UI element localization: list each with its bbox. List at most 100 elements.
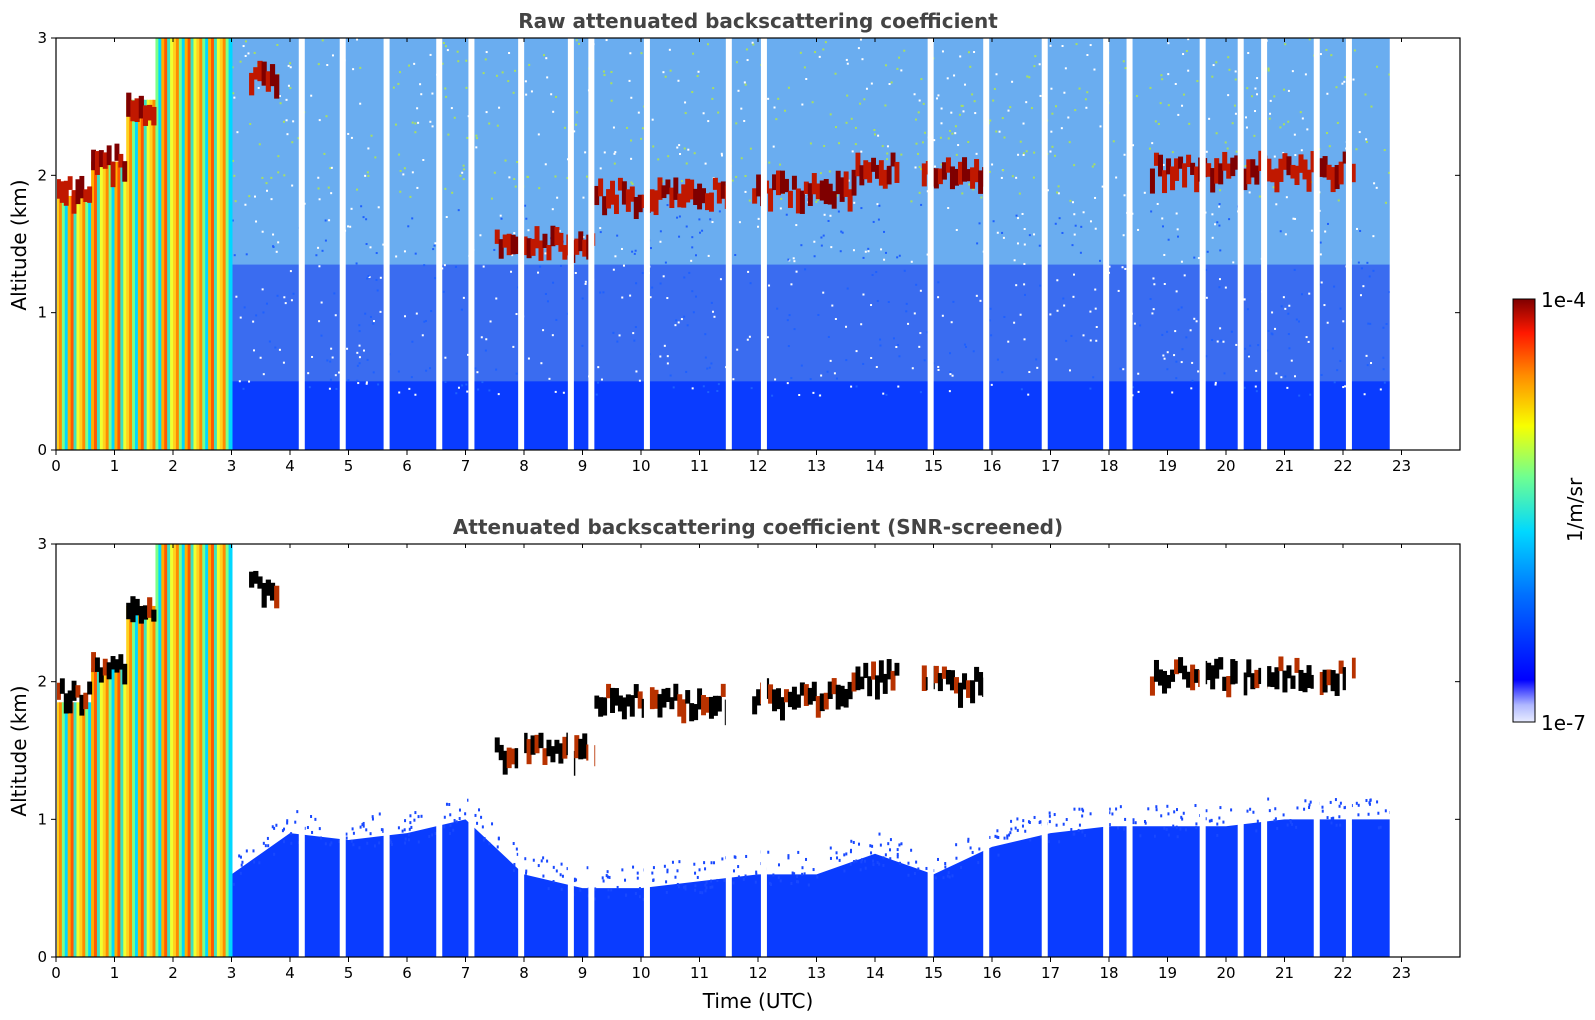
aerosol-speckle [710, 886, 712, 889]
noise-speckle [1182, 53, 1184, 55]
x-tick-label: 23 [1392, 964, 1411, 982]
noise-speckle [915, 143, 917, 145]
noise-speckle [1329, 145, 1331, 147]
noise-speckle [1003, 237, 1005, 239]
aerosol-speckle [607, 870, 609, 873]
noise-speckle [900, 154, 902, 156]
noise-speckle [1386, 323, 1388, 325]
noise-speckle [1031, 107, 1033, 109]
noise-speckle [920, 290, 922, 292]
aerosol-speckle [449, 813, 451, 816]
noise-speckle [393, 87, 395, 89]
noise-speckle [662, 71, 664, 73]
noise-speckle [794, 328, 796, 330]
noise-speckle [823, 235, 825, 237]
cloud-layer-cell [151, 610, 156, 622]
noise-speckle [719, 210, 721, 212]
noise-speckle [836, 378, 838, 380]
aerosol-speckle [1335, 798, 1337, 801]
noise-speckle [876, 203, 878, 205]
noise-speckle [879, 345, 881, 347]
noise-speckle [798, 394, 800, 396]
noise-speckle [328, 187, 330, 189]
noise-speckle [835, 73, 837, 75]
noise-speckle [332, 356, 334, 358]
noise-upper [232, 38, 1390, 265]
noise-speckle [321, 302, 323, 304]
noise-speckle [1149, 87, 1151, 89]
noise-speckle [1354, 49, 1356, 51]
y-tick-label: 2 [37, 673, 47, 691]
noise-speckle [332, 54, 334, 56]
aerosol-speckle [1010, 820, 1012, 823]
noise-speckle [1177, 236, 1179, 238]
noise-speckle [240, 317, 242, 319]
noise-speckle [950, 112, 952, 114]
aerosol-speckle [1330, 801, 1332, 804]
cloud-layer-cell [60, 678, 65, 693]
noise-speckle [1162, 354, 1164, 356]
noise-speckle [416, 187, 418, 189]
aerosol-speckle [813, 868, 815, 871]
noise-speckle [1024, 294, 1026, 296]
noise-speckle [1164, 358, 1166, 360]
noise-speckle [750, 282, 752, 284]
noise-speckle [481, 336, 483, 338]
aerosol-speckle [951, 874, 953, 877]
noise-speckle [1380, 388, 1382, 390]
aerosol-speckle [1296, 806, 1298, 809]
noise-speckle [398, 154, 400, 156]
noise-speckle [601, 379, 603, 381]
noise-speckle [496, 75, 498, 77]
aerosol-speckle [665, 880, 667, 883]
panel-screened-heatmap [56, 544, 1465, 957]
noise-speckle [914, 93, 916, 95]
aerosol-speckle [898, 843, 900, 846]
noise-speckle [516, 313, 518, 315]
noise-speckle [1196, 320, 1198, 322]
noise-speckle [1176, 290, 1178, 292]
noise-speckle [812, 101, 814, 103]
aerosol-speckle [516, 848, 518, 851]
noise-speckle [949, 130, 951, 132]
aerosol-speckle [1365, 799, 1367, 802]
noise-speckle [1275, 372, 1277, 374]
noise-speckle [379, 311, 381, 313]
aerosol-speckle [1017, 829, 1019, 832]
noise-speckle [1079, 88, 1081, 90]
noise-speckle [934, 166, 936, 168]
aerosol-speckle [790, 882, 792, 885]
noise-speckle [898, 57, 900, 59]
noise-speckle [876, 366, 878, 368]
noise-speckle [630, 181, 632, 183]
noise-speckle [1152, 277, 1154, 279]
noise-speckle [853, 249, 855, 251]
noise-speckle [687, 324, 689, 326]
noise-speckle [1080, 226, 1082, 228]
noise-speckle [810, 378, 812, 380]
colorbar-units-label: 1/m/sr [1563, 477, 1587, 542]
aerosol-speckle [1322, 810, 1324, 813]
noise-speckle [1228, 218, 1230, 220]
noise-speckle [1026, 150, 1028, 152]
noise-speckle [920, 391, 922, 393]
noise-speckle [996, 73, 998, 75]
noise-speckle [331, 167, 333, 169]
aerosol-speckle [780, 879, 782, 882]
noise-speckle [1216, 221, 1218, 223]
noise-speckle [248, 195, 250, 197]
noise-speckle [903, 50, 905, 52]
noise-speckle [1235, 113, 1237, 115]
data-gap [1103, 38, 1109, 450]
aerosol-speckle [1370, 798, 1372, 801]
noise-speckle [740, 108, 742, 110]
noise-speckle [360, 205, 362, 207]
x-tick-label: 6 [402, 964, 412, 982]
noise-speckle [1275, 203, 1277, 205]
noise-speckle [476, 137, 478, 139]
noise-speckle [377, 289, 379, 291]
aerosol-speckle [755, 881, 757, 884]
noise-speckle [976, 153, 978, 155]
noise-speckle [873, 129, 875, 131]
data-gap [1042, 38, 1048, 450]
